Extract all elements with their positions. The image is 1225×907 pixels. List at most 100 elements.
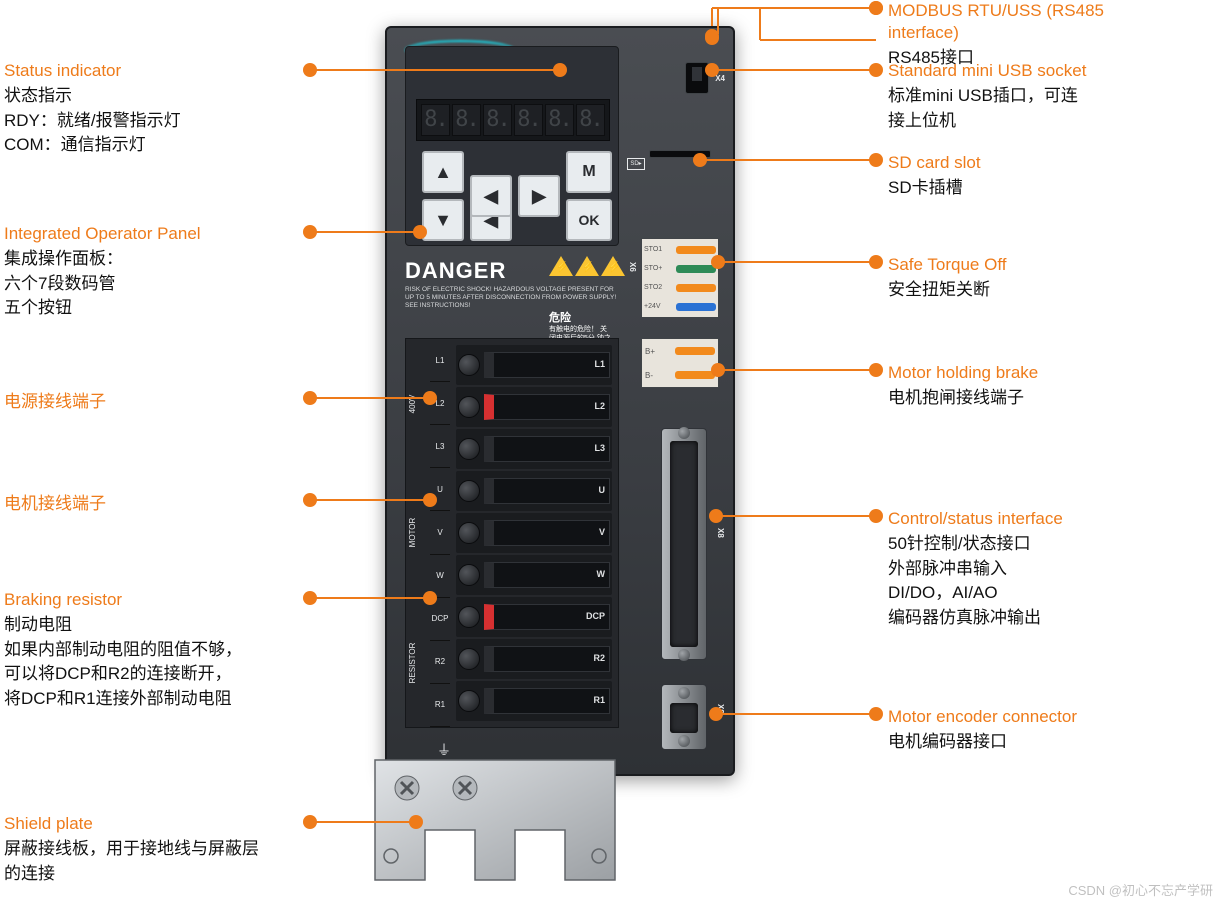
callout-title: Shield plate: [4, 813, 284, 835]
callout-title: Braking resistor: [4, 589, 284, 611]
callout-title: Safe Torque Off: [888, 254, 1168, 276]
seg-4: 8.: [545, 104, 574, 136]
terminal-row-L1: L1: [456, 345, 612, 385]
seg-3: 8.: [514, 104, 543, 136]
nav-left-button-2[interactable]: ◀: [470, 175, 512, 217]
callout-block: Integrated Operator Panel集成操作面板： 六个7段数码管…: [4, 223, 284, 321]
sto-terminal-block: STO1 STO+ STO2 +24V: [641, 238, 719, 318]
callout-subtitle: 状态指示 RDY：就绪/报警指示灯 COM：通信指示灯: [4, 84, 284, 158]
nav-up-button[interactable]: ▲: [422, 151, 464, 193]
callout-vline: [711, 8, 713, 26]
warning-triangles: ⚡⚡⚡: [549, 256, 625, 276]
callout-dot: [869, 1, 883, 15]
seg-2: 8.: [483, 104, 512, 136]
seg-0: 8.: [421, 104, 450, 136]
servo-drive-device: RDY COM 8. 8. 8. 8. 8. 8. ▲ ▼ ◀ M OK: [385, 26, 735, 776]
danger-text: RISK OF ELECTRIC SHOCK! HAZARDOUS VOLTAG…: [405, 286, 619, 309]
callout-title: Standard mini USB socket: [888, 60, 1168, 82]
callout-subtitle: 电机抱闸接线端子: [888, 386, 1168, 411]
callout-line: [700, 159, 876, 161]
callout-block: Motor holding brake电机抱闸接线端子: [888, 362, 1168, 411]
callout-line: [310, 597, 430, 599]
callout-title: Status indicator: [4, 60, 284, 82]
callout-block: Status indicator状态指示 RDY：就绪/报警指示灯 COM：通信…: [4, 60, 284, 158]
shield-plate: [365, 740, 625, 900]
callout-dot: [869, 153, 883, 167]
callout-subtitle: 制动电阻 如果内部制动电阻的阻值不够， 可以将DCP和R2的连接断开， 将DCP…: [4, 613, 284, 712]
nav-right-button[interactable]: ▶: [518, 175, 560, 217]
callout-block: 电机接线端子: [4, 493, 284, 515]
callout-dot: [869, 363, 883, 377]
callout-vline: [759, 8, 761, 40]
callout-subtitle: 50针控制/状态接口 外部脉冲串输入 DI/DO，AI/AO 编码器仿真脉冲输出: [888, 532, 1168, 631]
terminal-row-R1: R1: [456, 681, 612, 721]
ok-button[interactable]: OK: [566, 199, 612, 241]
callout-block: Motor encoder connector电机编码器接口: [888, 706, 1168, 755]
callout-dot: [423, 391, 437, 405]
m-button[interactable]: M: [566, 151, 612, 193]
terminal-row-U: U: [456, 471, 612, 511]
callout-dot: [423, 493, 437, 507]
x6-label: X6: [628, 262, 637, 272]
callout-subtitle: 电机编码器接口: [888, 730, 1168, 755]
callout-dot: [869, 707, 883, 721]
callout-block: SD card slotSD卡插槽: [888, 152, 1168, 201]
callout-dot: [869, 63, 883, 77]
callout-dot: [553, 63, 567, 77]
terminal-row-V: V: [456, 513, 612, 553]
callout-block: Control/status interface50针控制/状态接口 外部脉冲串…: [888, 508, 1168, 631]
diagram-canvas: RDY COM 8. 8. 8. 8. 8. 8. ▲ ▼ ◀ M OK: [0, 0, 1225, 907]
terminal-row-R2: R2: [456, 639, 612, 679]
callout-line: [718, 369, 876, 371]
terminal-row-L3: L3: [456, 429, 612, 469]
terminal-row-L2: L2: [456, 387, 612, 427]
callout-title: MODBUS RTU/USS (RS485 interface): [888, 0, 1168, 44]
terminal-row-W: W: [456, 555, 612, 595]
brake-terminal-block: B+ B-: [641, 338, 719, 388]
callout-vline: [717, 8, 719, 34]
callout-dot: [423, 591, 437, 605]
watermark: CSDN @初心不忘产学研: [1068, 880, 1213, 899]
x8-label: X8: [716, 528, 725, 538]
power-terminals: 400V MOTOR RESISTOR L1L2L3 UVW DCPR2R1 L…: [405, 338, 619, 728]
callout-block: Braking resistor制动电阻 如果内部制动电阻的阻值不够， 可以将D…: [4, 589, 284, 712]
nav-down-button[interactable]: ▼: [422, 199, 464, 241]
sd-icon: SD▸: [627, 158, 645, 170]
callout-dot: [409, 815, 423, 829]
callout-title: Motor holding brake: [888, 362, 1168, 384]
callout-line: [310, 821, 416, 823]
callout-title: 电源接线端子: [4, 391, 284, 413]
x4-label: X4: [715, 74, 725, 83]
callout-line: [310, 499, 430, 501]
operator-panel: 8. 8. 8. 8. 8. 8. ▲ ▼ ◀ M OK ◀ ▶: [405, 46, 619, 246]
callout-subtitle: 标准mini USB插口，可连 接上位机: [888, 84, 1168, 133]
callout-block: 电源接线端子: [4, 391, 284, 413]
callout-title: 电机接线端子: [4, 493, 284, 515]
x9-connector: [661, 684, 707, 750]
callout-title: SD card slot: [888, 152, 1168, 174]
callout-dot: [869, 509, 883, 523]
seg-5: 8.: [576, 104, 605, 136]
callout-block: Standard mini USB socket标准mini USB插口，可连 …: [888, 60, 1168, 133]
nav-button-grid: ▲ ▼ ◀ M OK: [422, 151, 612, 241]
terminal-row-DCP: DCP: [456, 597, 612, 637]
callout-line: [310, 231, 420, 233]
callout-subtitle: 安全扭矩关断: [888, 278, 1168, 303]
callout-line: [310, 69, 560, 71]
x8-connector: [661, 428, 707, 660]
callout-line: [718, 7, 876, 9]
callout-line: [716, 713, 876, 715]
callout-subtitle: SD卡插槽: [888, 176, 1168, 201]
seg-1: 8.: [452, 104, 481, 136]
callout-title: Integrated Operator Panel: [4, 223, 284, 245]
seven-segment-display: 8. 8. 8. 8. 8. 8.: [416, 99, 610, 141]
callout-line: [310, 397, 430, 399]
callout-subtitle: 屏蔽接线板，用于接地线与屏蔽层 的连接: [4, 837, 284, 886]
callout-subtitle: 集成操作面板： 六个7段数码管 五个按钮: [4, 247, 284, 321]
callout-block: Safe Torque Off安全扭矩关断: [888, 254, 1168, 303]
callout-line: [718, 261, 876, 263]
callout-line: [712, 69, 876, 71]
callout-line: [760, 39, 876, 41]
callout-dot: [869, 255, 883, 269]
callout-title: Control/status interface: [888, 508, 1168, 530]
